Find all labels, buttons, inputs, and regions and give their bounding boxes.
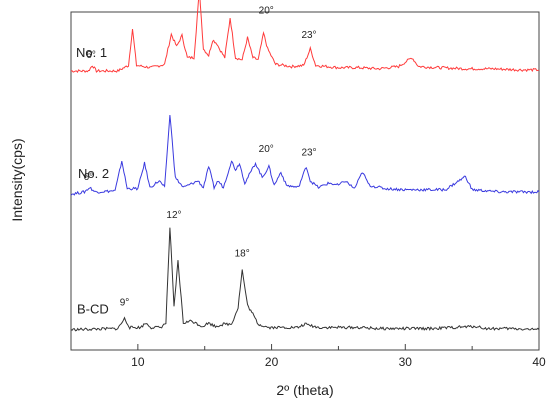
series-label-2: No. 2 — [78, 166, 109, 181]
x-axis-label: 2º (theta) — [276, 382, 333, 398]
peak-annotation: 6° — [84, 172, 94, 183]
y-axis-label: Intensity(cps) — [9, 138, 25, 221]
series-layer — [70, 0, 540, 332]
peak-annotation: 20° — [259, 144, 274, 155]
annotations: 6° 20° 23° 6° 20° 23° 12° 9° 18° — [84, 6, 317, 309]
series-label-1: No. 1 — [76, 45, 107, 60]
plot-frame — [70, 11, 540, 351]
peak-annotation: 12° — [166, 210, 181, 221]
x-tick-label: 30 — [399, 355, 413, 369]
x-tick-label: 40 — [532, 355, 546, 369]
series-line-2 — [70, 114, 540, 196]
peak-annotation: 20° — [259, 6, 274, 17]
series-line-3 — [70, 227, 540, 332]
x-tick-label: 10 — [131, 355, 145, 369]
peak-annotation: 18° — [235, 249, 250, 260]
x-axis: 10 20 30 40 — [70, 344, 546, 369]
series-line-1 — [70, 0, 540, 73]
peak-annotation: 23° — [301, 30, 316, 41]
peak-annotation: 9° — [120, 298, 130, 309]
series-label-3: B-CD — [77, 302, 109, 317]
peak-annotation: 6° — [86, 50, 96, 61]
series-labels: No. 1 No. 2 B-CD — [76, 45, 109, 317]
x-tick-label: 20 — [265, 355, 279, 369]
peak-annotation: 23° — [301, 148, 316, 159]
